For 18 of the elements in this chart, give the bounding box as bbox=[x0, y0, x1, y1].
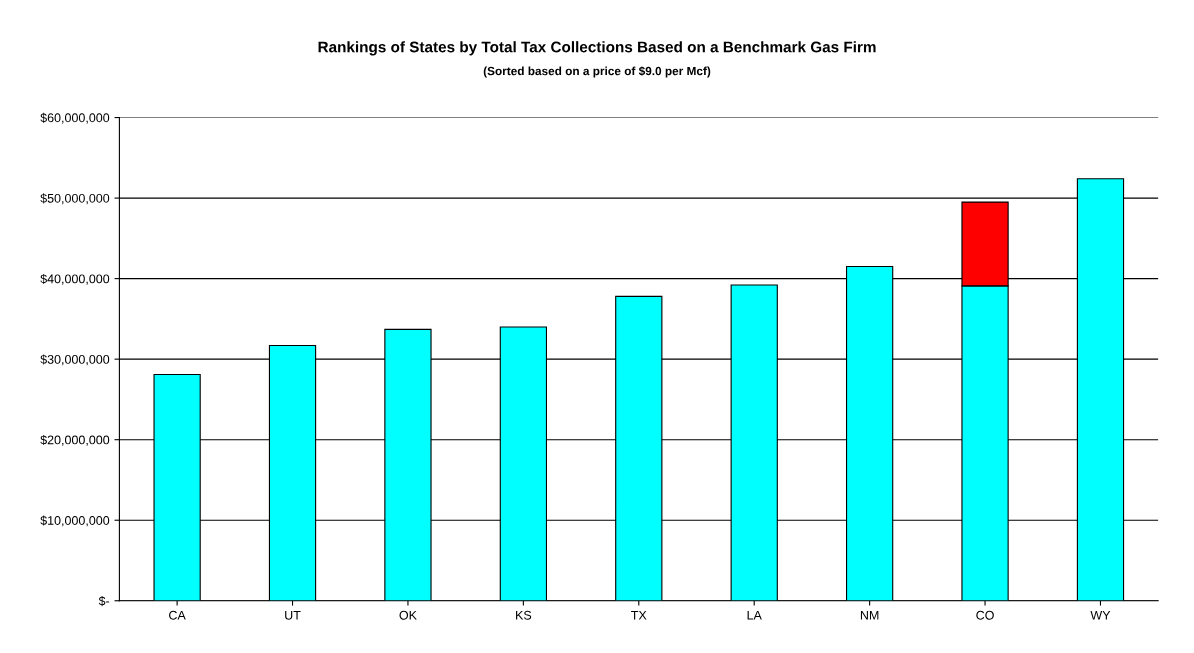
x-tick-label: LA bbox=[747, 610, 762, 620]
x-tick-label: NM bbox=[860, 610, 879, 620]
y-tick-label: $- bbox=[98, 596, 110, 607]
y-tick-label: $10,000,000 bbox=[40, 515, 110, 527]
y-tick-label: $60,000,000 bbox=[40, 112, 110, 124]
y-tick-label: $50,000,000 bbox=[40, 193, 110, 205]
x-tick-label: CA bbox=[169, 610, 186, 620]
x-tick-label: OK bbox=[399, 610, 417, 620]
x-tick-label: UT bbox=[285, 610, 301, 620]
x-tick-label: CO bbox=[976, 610, 994, 620]
x-tick-label: KS bbox=[516, 610, 532, 620]
y-tick-label: $40,000,000 bbox=[40, 273, 110, 285]
chart-subtitle: (Sorted based on a price of $9.0 per Mcf) bbox=[483, 66, 711, 78]
chart-title: Rankings of States by Total Tax Collections Based on a Benchmark Gas Firm bbox=[318, 41, 876, 56]
x-tick-label: WY bbox=[1090, 610, 1111, 620]
y-tick-label: $20,000,000 bbox=[40, 434, 110, 446]
y-tick-label: $30,000,000 bbox=[40, 354, 110, 366]
x-tick-label: TX bbox=[631, 610, 647, 620]
